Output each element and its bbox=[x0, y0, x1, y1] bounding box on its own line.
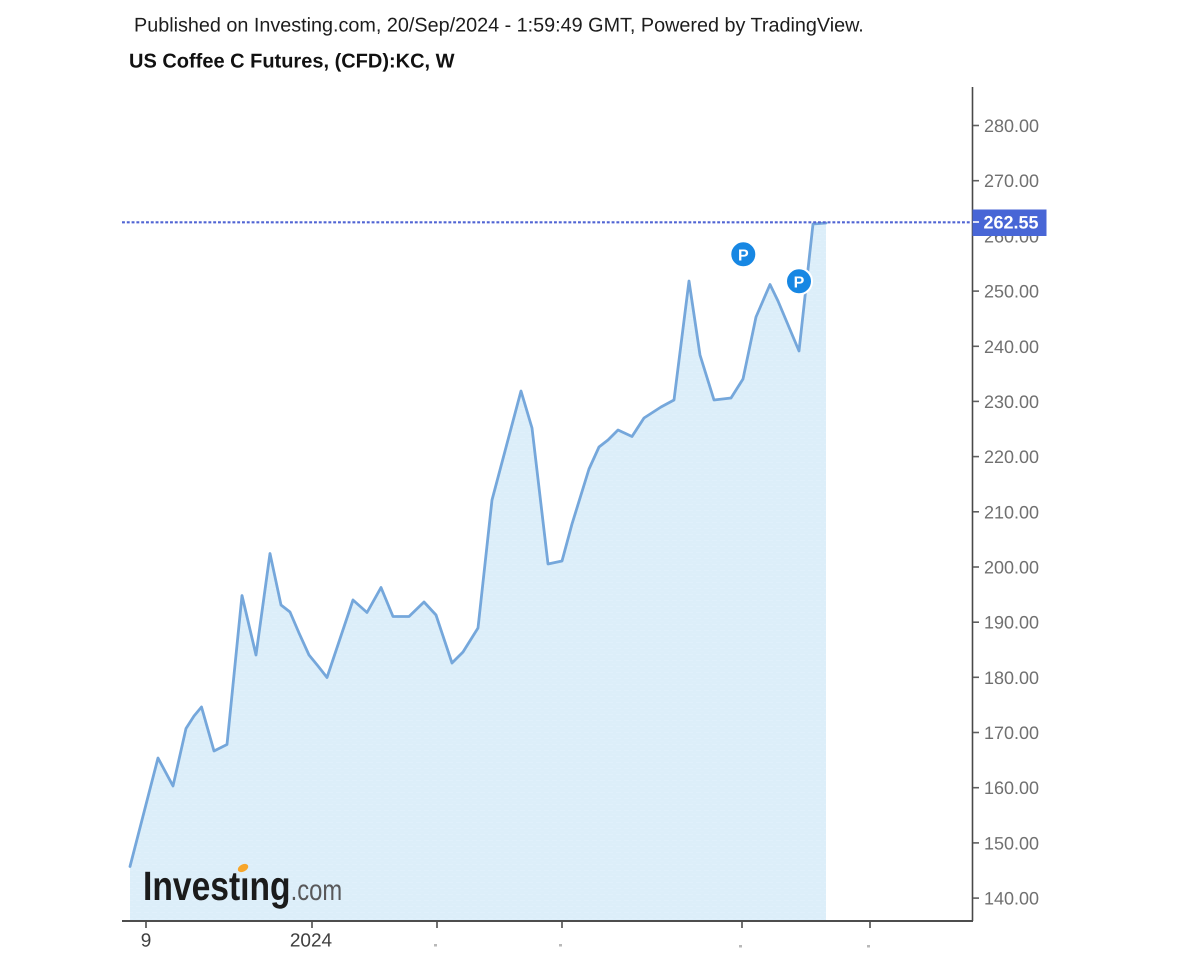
svg-text:Investıng: Investıng bbox=[143, 863, 291, 909]
svg-text:262.55: 262.55 bbox=[984, 213, 1039, 233]
svg-text:210.00: 210.00 bbox=[984, 502, 1039, 522]
svg-text:280.00: 280.00 bbox=[984, 116, 1039, 136]
svg-text:.com: .com bbox=[291, 875, 343, 907]
svg-text:160.00: 160.00 bbox=[984, 778, 1039, 798]
svg-text:140.00: 140.00 bbox=[984, 889, 1039, 909]
svg-text:9: 9 bbox=[141, 931, 152, 952]
svg-text:180.00: 180.00 bbox=[984, 668, 1039, 688]
svg-text:250.00: 250.00 bbox=[984, 282, 1039, 302]
svg-text:190.00: 190.00 bbox=[984, 613, 1039, 633]
svg-text:240.00: 240.00 bbox=[984, 337, 1039, 357]
svg-text:270.00: 270.00 bbox=[984, 171, 1039, 191]
svg-text:170.00: 170.00 bbox=[984, 723, 1039, 743]
svg-text:220.00: 220.00 bbox=[984, 447, 1039, 467]
svg-text:2024: 2024 bbox=[290, 931, 333, 952]
svg-text:Published on Investing.com, 20: Published on Investing.com, 20/Sep/2024 … bbox=[134, 15, 864, 37]
svg-text:P: P bbox=[738, 247, 749, 264]
svg-text:P: P bbox=[794, 274, 805, 291]
svg-text:150.00: 150.00 bbox=[984, 833, 1039, 853]
svg-text:200.00: 200.00 bbox=[984, 558, 1039, 578]
svg-text:230.00: 230.00 bbox=[984, 392, 1039, 412]
svg-text:US Coffee C Futures, (CFD):KC,: US Coffee C Futures, (CFD):KC, W bbox=[129, 51, 455, 73]
